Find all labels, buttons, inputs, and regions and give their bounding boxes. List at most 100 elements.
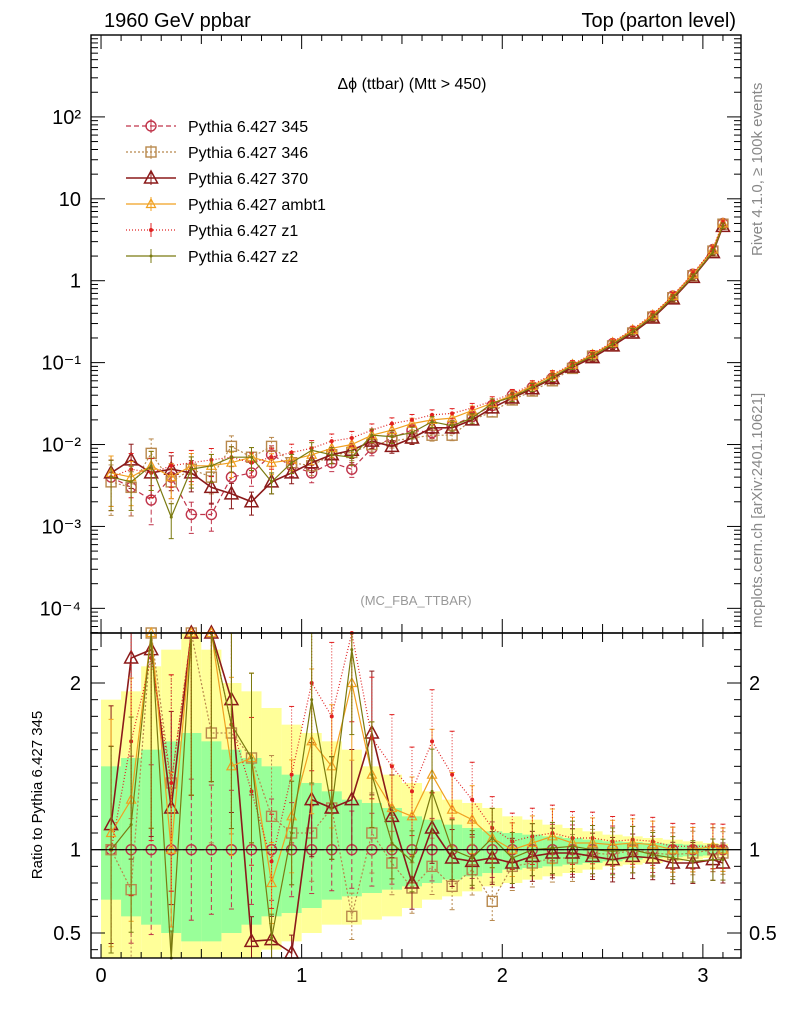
legend-label: Pythia 6.427 z2 bbox=[188, 249, 298, 266]
marker-dot bbox=[409, 417, 414, 422]
legend-entry: Pythia 6.427 345 bbox=[126, 119, 308, 136]
ytick-label: 10⁻⁴ bbox=[40, 598, 81, 620]
marker-triangle bbox=[223, 485, 240, 500]
marker-circle bbox=[185, 508, 198, 521]
marker-triangle bbox=[424, 419, 440, 434]
marker-dot bbox=[269, 859, 274, 864]
marker-dot bbox=[269, 455, 274, 460]
xtick-label: 3 bbox=[697, 965, 708, 987]
rtick-label-left: 0.5 bbox=[53, 923, 81, 945]
rivet-label: Rivet 4.1.0, ≥ 100k events bbox=[749, 83, 766, 256]
marker-dot-small bbox=[671, 856, 675, 860]
header-right: Top (parton level) bbox=[581, 10, 736, 32]
marker-triangle bbox=[243, 932, 260, 948]
marker-dot-small bbox=[189, 467, 193, 471]
legend-entry: Pythia 6.427 370 bbox=[126, 169, 308, 188]
marker-dot-small bbox=[229, 455, 233, 459]
marker-square bbox=[346, 910, 358, 923]
marker-triangle-small bbox=[346, 438, 358, 449]
ratio-axes: 0.5 0.5 1 1 2 2 0 1 2 3 bbox=[53, 632, 777, 987]
marker-dot-small bbox=[169, 515, 173, 519]
xtick-label: 1 bbox=[296, 965, 307, 987]
series-line bbox=[110, 226, 724, 503]
marker-square bbox=[265, 810, 278, 823]
series-line bbox=[110, 223, 724, 489]
marker-dot-small bbox=[249, 756, 253, 760]
marker-square bbox=[145, 146, 157, 158]
marker-dot-small bbox=[129, 480, 133, 484]
legend-entry: Pythia 6.427 z2 bbox=[126, 249, 298, 266]
marker-dot-small bbox=[711, 858, 715, 862]
marker-square bbox=[486, 895, 498, 908]
marker-dot bbox=[389, 764, 394, 769]
main-title: Δϕ (ttbar) (Mtt > 450) bbox=[337, 76, 486, 93]
marker-dot bbox=[470, 797, 475, 802]
marker-triangle bbox=[143, 169, 159, 184]
marker-dot-small bbox=[270, 936, 274, 940]
marker-dot-small bbox=[691, 275, 695, 279]
legend-entry: Pythia 6.427 z1 bbox=[126, 223, 298, 240]
marker-triangle bbox=[344, 791, 360, 806]
marker-dot-small bbox=[570, 844, 574, 848]
marker-dot-small bbox=[651, 315, 655, 319]
marker-dot-small bbox=[249, 455, 253, 459]
legend-entry: Pythia 6.427 346 bbox=[126, 145, 308, 162]
marker-dot-small bbox=[550, 846, 554, 850]
marker-dot bbox=[430, 412, 435, 417]
marker-dot bbox=[470, 405, 475, 410]
rtick-label-left: 2 bbox=[70, 673, 81, 695]
series-pythia-6-427-z2 bbox=[108, 222, 726, 540]
marker-dot-small bbox=[611, 849, 615, 853]
rtick-label-right: 0.5 bbox=[749, 923, 777, 945]
main-series-group bbox=[103, 217, 731, 540]
marker-triangle bbox=[384, 437, 400, 453]
legend-label: Pythia 6.427 ambt1 bbox=[188, 197, 326, 214]
marker-triangle-small bbox=[165, 470, 177, 482]
header-left: 1960 GeV ppbar bbox=[104, 10, 251, 32]
marker-dot-small bbox=[310, 698, 314, 702]
marker-triangle-small bbox=[165, 843, 177, 854]
marker-dot bbox=[329, 439, 334, 444]
marker-dot-small bbox=[510, 856, 514, 860]
marker-triangle-small bbox=[145, 197, 157, 209]
marker-dot-small bbox=[430, 789, 434, 793]
marker-square bbox=[366, 827, 378, 839]
marker-dot-small bbox=[711, 250, 715, 254]
marker-dot-small bbox=[631, 329, 635, 333]
legend-label: Pythia 6.427 370 bbox=[188, 171, 308, 188]
main-axes: 10⁻⁴ 10⁻³ 10⁻² 10⁻¹ 1 10 10² bbox=[40, 34, 742, 634]
marker-dot-small bbox=[721, 224, 725, 228]
marker-dot bbox=[409, 789, 414, 794]
marker-dot-small bbox=[310, 448, 314, 452]
marker-dot-small bbox=[209, 464, 213, 468]
marker-dot-small bbox=[470, 416, 474, 420]
marker-triangle bbox=[444, 419, 460, 434]
marker-dot bbox=[169, 781, 174, 785]
marker-dot-small bbox=[410, 431, 414, 435]
marker-dot-small bbox=[591, 354, 595, 358]
marker-dot-small bbox=[330, 806, 334, 810]
marker-dot-small bbox=[370, 773, 374, 777]
marker-dot-small bbox=[129, 823, 133, 827]
marker-dot-small bbox=[671, 296, 675, 300]
legend-entry: Pythia 6.427 ambt1 bbox=[126, 197, 326, 214]
marker-dot-small bbox=[390, 841, 394, 845]
marker-dot-small bbox=[109, 475, 113, 479]
ytick-label: 10 bbox=[59, 189, 81, 211]
marker-dot-small bbox=[350, 648, 354, 652]
marker-dot-small bbox=[530, 385, 534, 389]
xtick-label: 2 bbox=[497, 965, 508, 987]
marker-dot-small bbox=[490, 401, 494, 405]
marker-dot-small bbox=[721, 858, 725, 862]
marker-dot-small bbox=[149, 464, 153, 468]
marker-dot-small bbox=[691, 859, 695, 863]
marker-dot-small bbox=[570, 364, 574, 368]
marker-dot-small bbox=[651, 853, 655, 857]
marker-dot bbox=[329, 714, 334, 719]
marker-triangle bbox=[364, 432, 380, 447]
ratio-ylabel: Ratio to Pythia 6.427 345 bbox=[29, 711, 46, 879]
mcplots-label: mcplots.cern.ch [arXiv:2401.10621] bbox=[749, 393, 766, 628]
marker-dot-small bbox=[390, 435, 394, 439]
rtick-label-right: 2 bbox=[749, 673, 760, 695]
